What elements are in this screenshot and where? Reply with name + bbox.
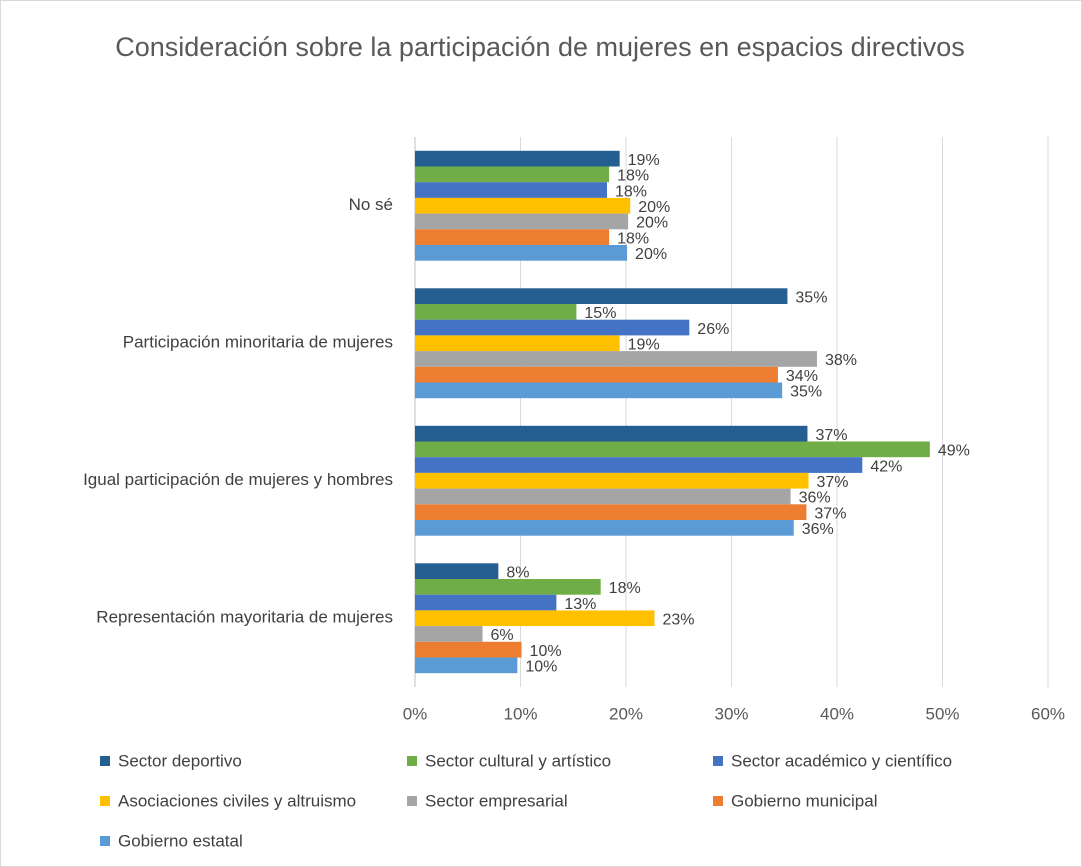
x-tick-label: 30% (714, 704, 748, 723)
legend-label: Sector académico y científico (731, 751, 952, 770)
data-label: 20% (636, 215, 668, 232)
bar (415, 245, 628, 261)
data-label: 18% (615, 183, 647, 200)
bar (415, 657, 518, 674)
data-label: 36% (799, 490, 831, 507)
x-tick-label: 50% (925, 704, 959, 723)
bar (415, 457, 863, 473)
bar (415, 319, 690, 336)
legend-swatch (100, 756, 110, 766)
legend-label: Sector deportivo (118, 751, 242, 770)
data-label: 35% (790, 384, 822, 401)
legend-label: Gobierno municipal (731, 791, 877, 810)
data-label: 23% (662, 611, 694, 628)
data-label: 10% (530, 643, 562, 660)
y-tick-label: No sé (349, 195, 393, 214)
x-tick-label: 10% (503, 704, 537, 723)
bar (415, 288, 788, 304)
bar (415, 626, 483, 642)
bar (415, 425, 808, 442)
legend-swatch (713, 756, 723, 766)
bar (415, 366, 778, 383)
bar (415, 335, 620, 352)
data-label: 18% (617, 168, 649, 185)
data-label: 38% (825, 352, 857, 369)
data-label: 49% (938, 443, 970, 460)
data-label: 20% (638, 199, 670, 216)
data-label: 18% (617, 230, 649, 247)
x-tick-label: 60% (1031, 704, 1065, 723)
bar (415, 182, 608, 198)
legend-swatch (713, 796, 723, 806)
legend-swatch (407, 756, 417, 766)
y-tick-label: Igual participación de mujeres y hombres (83, 470, 393, 489)
bar (415, 594, 557, 611)
data-label: 15% (584, 305, 616, 322)
legend-label: Sector empresarial (425, 791, 568, 810)
bar (415, 488, 791, 505)
x-tick-label: 0% (403, 704, 428, 723)
legend-label: Sector cultural y artístico (425, 751, 611, 770)
bar (415, 579, 601, 595)
bar (415, 213, 629, 230)
data-label: 13% (564, 596, 596, 613)
data-label: 35% (795, 289, 827, 306)
legend-swatch (100, 836, 110, 846)
legend-swatch (407, 796, 417, 806)
data-label: 42% (870, 458, 902, 475)
y-tick-label: Participación minoritaria de mujeres (123, 333, 393, 352)
data-label: 20% (635, 246, 667, 263)
x-tick-label: 40% (820, 704, 854, 723)
bar (415, 166, 610, 183)
bar (415, 441, 930, 458)
bar (415, 641, 522, 658)
bar (415, 304, 577, 320)
data-label: 10% (525, 659, 557, 676)
bar (415, 351, 817, 367)
data-label: 8% (506, 564, 529, 581)
data-label: 6% (491, 627, 514, 644)
data-label: 19% (628, 152, 660, 169)
data-label: 37% (814, 505, 846, 522)
y-tick-label: Representación mayoritaria de mujeres (96, 608, 393, 627)
data-label: 37% (817, 474, 849, 491)
legend-swatch (100, 796, 110, 806)
data-label: 19% (628, 336, 660, 353)
bar (415, 197, 631, 214)
data-label: 37% (815, 427, 847, 444)
bar (415, 520, 794, 536)
bar (415, 563, 499, 579)
chart-title: Consideración sobre la participación de … (115, 32, 965, 62)
bar (415, 610, 655, 627)
x-tick-label: 20% (609, 704, 643, 723)
data-label: 18% (609, 580, 641, 597)
data-label: 34% (786, 368, 818, 385)
bar (415, 229, 610, 245)
data-label: 26% (697, 321, 729, 338)
bar (415, 150, 620, 167)
bar (415, 382, 783, 399)
legend-label: Asociaciones civiles y altruismo (118, 791, 356, 810)
bar (415, 504, 807, 520)
legend-label: Gobierno estatal (118, 831, 243, 850)
data-label: 36% (802, 521, 834, 538)
bar (415, 472, 809, 489)
